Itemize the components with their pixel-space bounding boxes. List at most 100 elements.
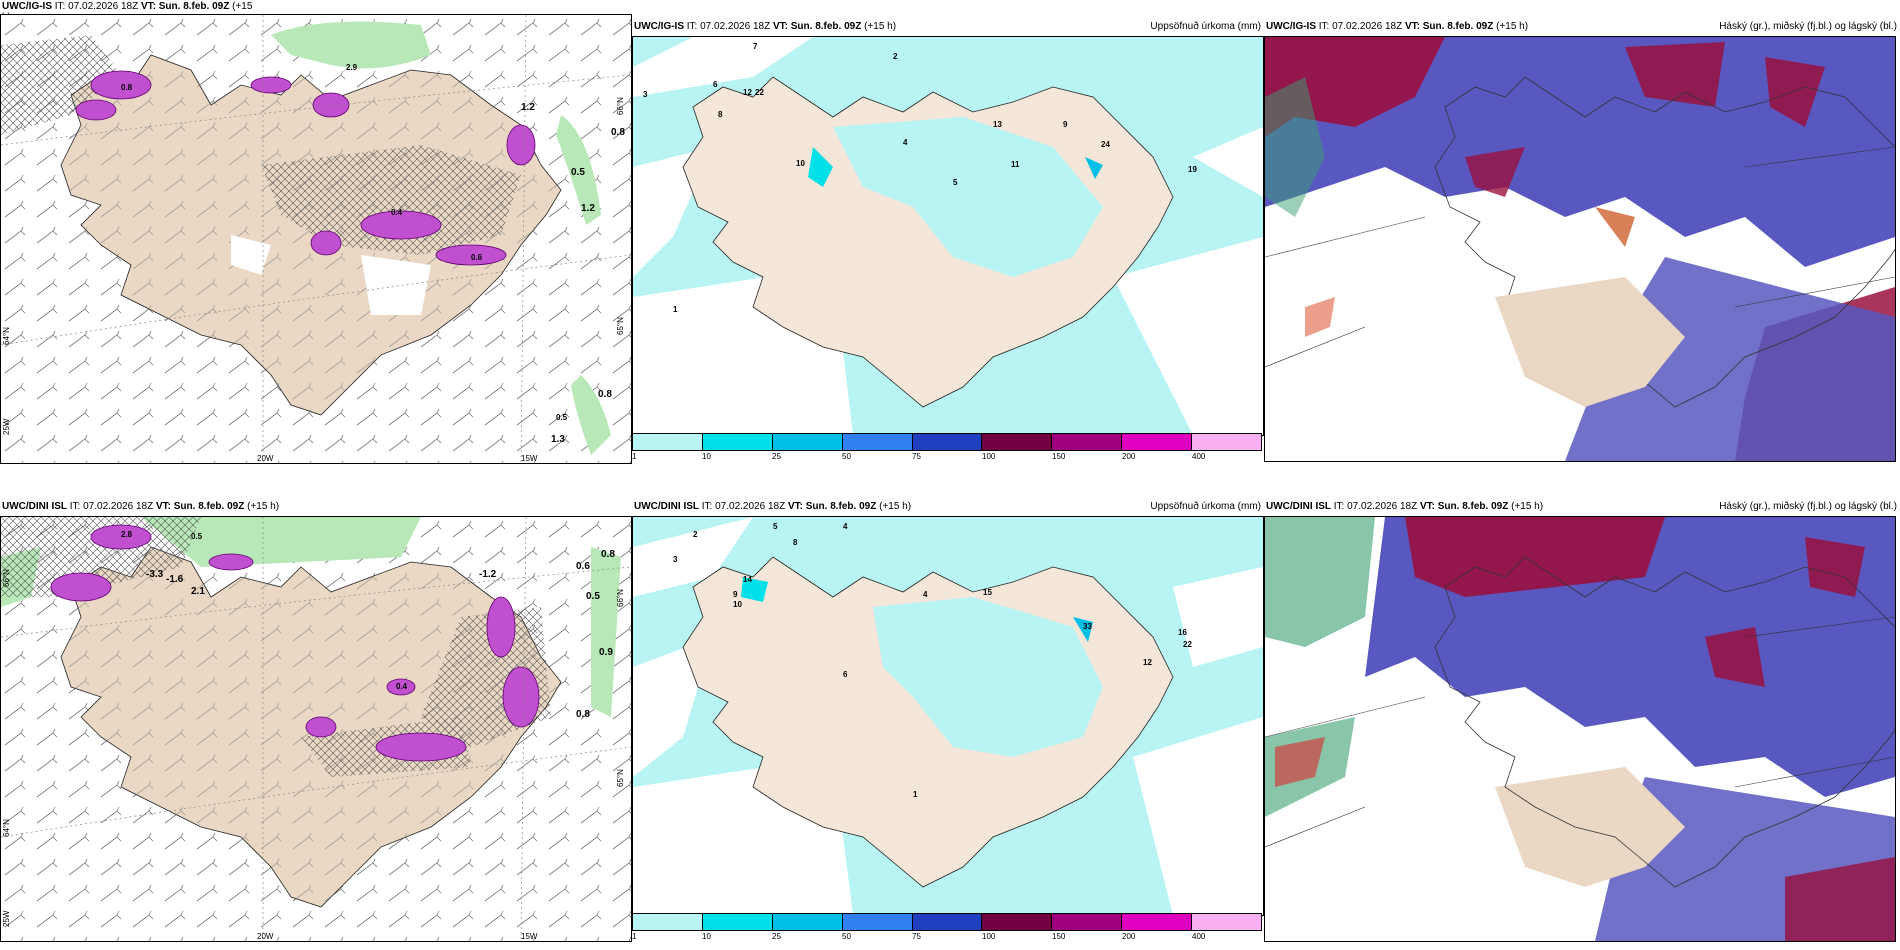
svg-text:33: 33 xyxy=(1083,622,1092,631)
svg-text:4: 4 xyxy=(843,522,848,531)
cbar-seg xyxy=(842,434,913,450)
svg-text:65°N: 65°N xyxy=(616,769,625,787)
row1-precip-accum-map[interactable]: 7 2 6 3 13 8 12 22 24 10 19 4 5 9 11 1 xyxy=(632,36,1264,436)
row2-precip-colorbar xyxy=(632,913,1262,931)
svg-text:15W: 15W xyxy=(521,454,538,463)
row2-mid-panel: UWC/DINI ISL IT: 07.02.2026 18Z VT: Sun.… xyxy=(632,480,1264,950)
row1-wind-precip-map[interactable]: 1.2 0.8 0.5 1.2 0.8 1.3 0.5 0.4 2.9 0.8 … xyxy=(0,14,632,464)
svg-text:7: 7 xyxy=(753,42,758,51)
svg-text:5: 5 xyxy=(773,522,778,531)
row2-cloud-cover-map[interactable] xyxy=(1264,516,1896,942)
svg-text:1.2: 1.2 xyxy=(521,102,535,113)
svg-text:66°N: 66°N xyxy=(2,569,11,587)
svg-text:3: 3 xyxy=(673,555,678,564)
svg-text:64°N: 64°N xyxy=(2,327,11,345)
row2-wind-precip-map[interactable]: 2.8 0.5 0.6 0.8 0.5 0.9 0.8 -1.2 -1.6 -3… xyxy=(0,516,632,942)
cbar-seg xyxy=(1192,914,1262,930)
svg-text:-3.3: -3.3 xyxy=(146,569,164,580)
row1-right-panel: UWC/IG-IS IT: 07.02.2026 18Z VT: Sun. 8.… xyxy=(1264,0,1900,470)
svg-text:-1.6: -1.6 xyxy=(166,574,184,585)
svg-text:3: 3 xyxy=(643,90,648,99)
cbar-seg xyxy=(702,914,773,930)
svg-text:0.4: 0.4 xyxy=(391,208,403,217)
svg-text:8: 8 xyxy=(793,538,798,547)
svg-text:2: 2 xyxy=(693,530,698,539)
svg-text:10: 10 xyxy=(796,159,805,168)
row2-left-panel: UWC/DINI ISL IT: 07.02.2026 18Z VT: Sun.… xyxy=(0,480,632,950)
cbar-seg xyxy=(633,434,703,450)
row1-cloud-cover-map[interactable] xyxy=(1264,36,1896,462)
svg-text:2.9: 2.9 xyxy=(346,63,358,72)
svg-text:24: 24 xyxy=(1101,140,1110,149)
svg-text:25W: 25W xyxy=(2,418,11,435)
svg-text:4: 4 xyxy=(923,590,928,599)
svg-text:22: 22 xyxy=(1183,640,1192,649)
cbar-seg xyxy=(772,914,843,930)
row2-right-header: UWC/DINI ISL IT: 07.02.2026 18Z VT: Sun.… xyxy=(1266,501,1897,512)
svg-text:15W: 15W xyxy=(521,932,538,941)
svg-text:1: 1 xyxy=(673,305,678,314)
svg-text:6: 6 xyxy=(843,670,848,679)
row2-precip-accum-map[interactable]: 5 8 4 3 2 14 10 9 15 33 16 22 12 4 6 1 xyxy=(632,516,1264,916)
svg-text:0.8: 0.8 xyxy=(576,709,590,720)
cbar-seg xyxy=(633,914,703,930)
svg-text:64°N: 64°N xyxy=(2,819,11,837)
cbar-seg xyxy=(1122,434,1193,450)
svg-text:11: 11 xyxy=(1011,160,1020,169)
svg-text:4: 4 xyxy=(903,138,908,147)
svg-text:9: 9 xyxy=(733,590,738,599)
svg-text:22: 22 xyxy=(755,88,764,97)
svg-text:6: 6 xyxy=(713,80,718,89)
svg-text:0.8: 0.8 xyxy=(598,389,612,400)
row1-precip-colorbar xyxy=(632,433,1262,451)
svg-text:0.4: 0.4 xyxy=(396,682,408,691)
iceland-land xyxy=(1434,556,1895,888)
cbar-seg xyxy=(702,434,773,450)
svg-text:0.8: 0.8 xyxy=(601,549,615,560)
row1-mid-panel: UWC/IG-IS IT: 07.02.2026 18Z VT: Sun. 8.… xyxy=(632,0,1264,470)
row1-colorbar-ticks: 1 10 25 50 75 100 150 200 400 xyxy=(632,452,1206,461)
svg-text:20W: 20W xyxy=(257,454,274,463)
svg-text:12: 12 xyxy=(743,88,752,97)
svg-text:5: 5 xyxy=(953,178,958,187)
cbar-seg xyxy=(982,914,1053,930)
svg-text:16: 16 xyxy=(1178,628,1187,637)
svg-text:1.2: 1.2 xyxy=(581,203,595,214)
cbar-seg xyxy=(1052,914,1123,930)
svg-text:0.5: 0.5 xyxy=(571,167,585,178)
cbar-seg xyxy=(982,434,1053,450)
svg-text:8: 8 xyxy=(718,110,723,119)
svg-text:9: 9 xyxy=(1063,120,1068,129)
row2-right-panel: UWC/DINI ISL IT: 07.02.2026 18Z VT: Sun.… xyxy=(1264,480,1900,950)
svg-text:66°N: 66°N xyxy=(616,589,625,607)
svg-text:0.8: 0.8 xyxy=(611,127,625,138)
svg-text:0.5: 0.5 xyxy=(556,413,568,422)
row1-left-panel: UWC/IG-IS IT: 07.02.2026 18Z VT: Sun. 8.… xyxy=(0,0,632,470)
svg-text:2.1: 2.1 xyxy=(191,586,205,597)
svg-text:65°N: 65°N xyxy=(616,317,625,335)
cbar-seg xyxy=(842,914,913,930)
row2-left-header: UWC/DINI ISL IT: 07.02.2026 18Z VT: Sun.… xyxy=(2,501,280,512)
svg-text:2.8: 2.8 xyxy=(121,530,133,539)
row1-left-header: UWC/IG-IS IT: 07.02.2026 18Z VT: Sun. 8.… xyxy=(2,1,253,12)
cbar-seg xyxy=(912,914,983,930)
svg-text:0.6: 0.6 xyxy=(576,561,590,572)
svg-text:12: 12 xyxy=(1143,658,1152,667)
svg-text:14: 14 xyxy=(743,575,752,584)
svg-text:-1.2: -1.2 xyxy=(479,569,497,580)
svg-text:13: 13 xyxy=(993,120,1002,129)
svg-text:20W: 20W xyxy=(257,932,274,941)
svg-text:0.8: 0.8 xyxy=(121,83,133,92)
cbar-seg xyxy=(1052,434,1123,450)
row1-right-header: UWC/IG-IS IT: 07.02.2026 18Z VT: Sun. 8.… xyxy=(1266,21,1897,32)
svg-text:66°N: 66°N xyxy=(616,97,625,115)
svg-text:25W: 25W xyxy=(2,910,11,927)
cbar-seg xyxy=(912,434,983,450)
svg-text:0.5: 0.5 xyxy=(586,591,600,602)
svg-text:0.9: 0.9 xyxy=(599,647,613,658)
svg-text:1: 1 xyxy=(913,790,918,799)
svg-text:10: 10 xyxy=(733,600,742,609)
row2-colorbar-ticks: 1 10 25 50 75 100 150 200 400 xyxy=(632,932,1206,941)
row1-mid-header: UWC/IG-IS IT: 07.02.2026 18Z VT: Sun. 8.… xyxy=(634,21,1261,32)
svg-text:0.5: 0.5 xyxy=(191,532,203,541)
